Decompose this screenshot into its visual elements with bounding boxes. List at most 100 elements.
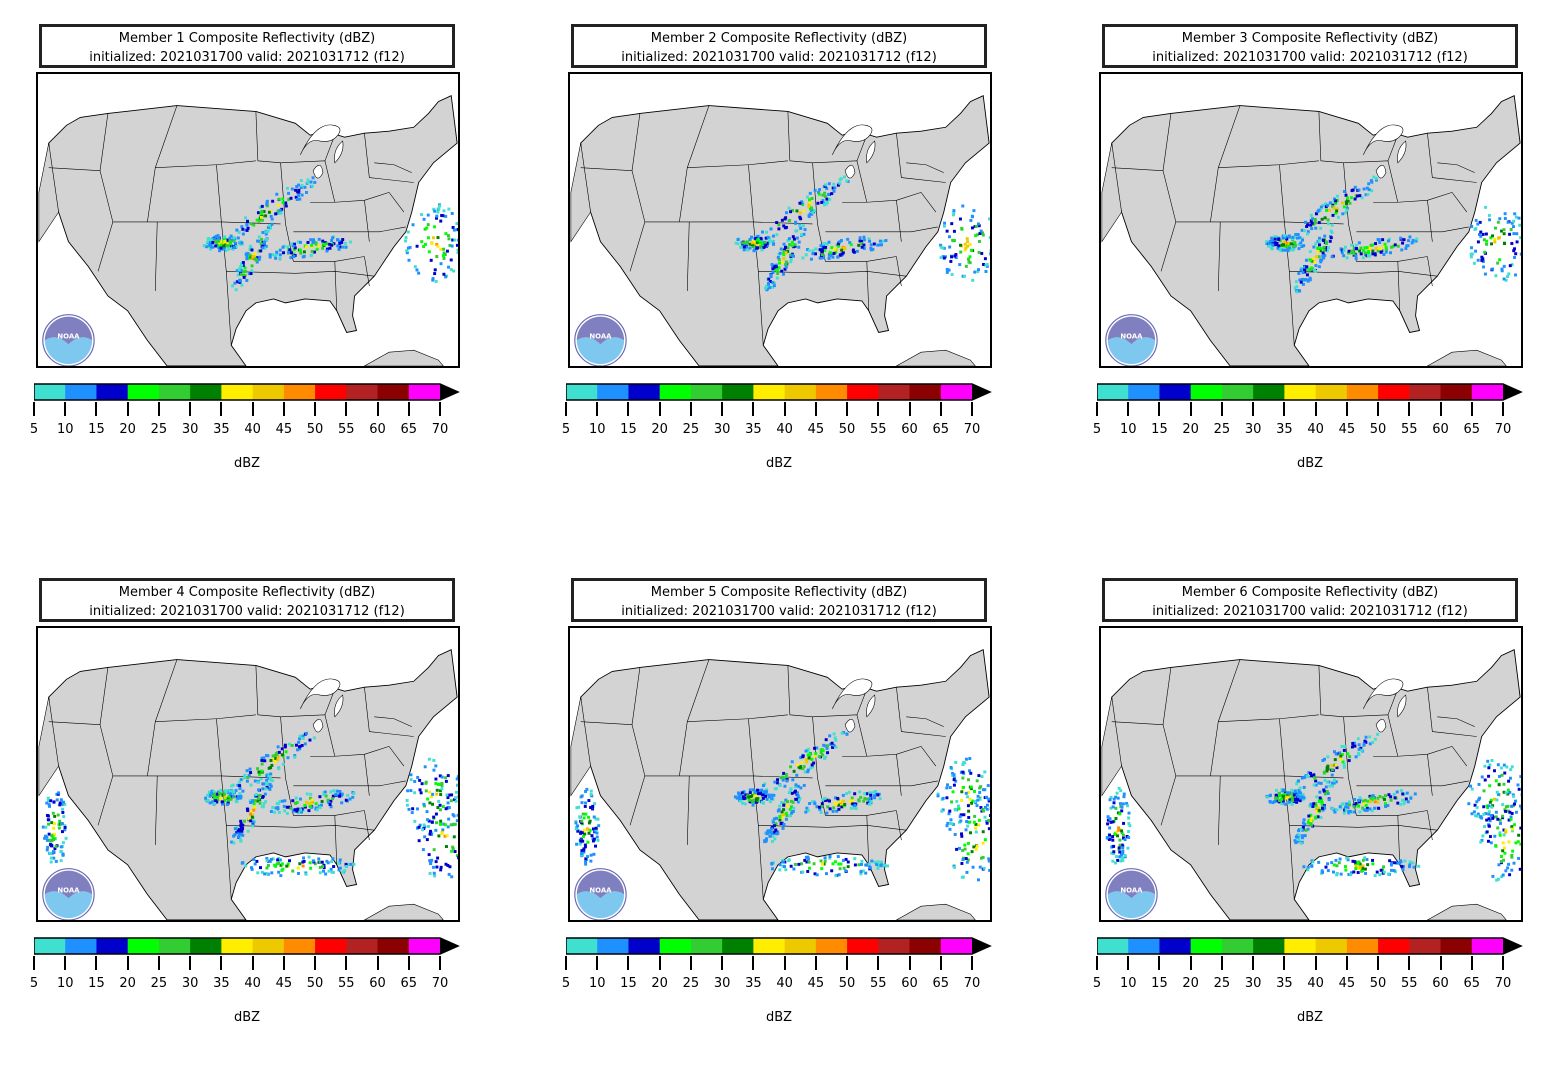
state-border [255,111,281,164]
panel-title: Member 2 Composite Reflectivity (dBZ) [650,31,908,46]
ensemble-member-panel: Member 4 Composite Reflectivity (dBZ) in… [30,578,494,1048]
colorbar-segment [1378,938,1410,954]
state-border [1427,256,1433,287]
state-border [866,746,922,757]
colorbar-segment [252,938,285,954]
colorbar [34,382,474,402]
colorbar-segment [283,938,316,954]
colorbar-tick-label: 20 [651,976,668,991]
colorbar-tick-label: 10 [56,976,74,991]
colorbar-tick-mark [95,402,98,416]
colorbar-tick-mark [407,402,410,416]
state-border [1289,825,1295,900]
colorbar-segment [1190,938,1223,954]
state-border [1348,777,1357,816]
colorbar-tick-label: 15 [88,976,105,991]
state-border [99,113,109,171]
colorbar-extend-arrow [972,938,990,954]
colorbar-segment [847,384,879,400]
colorbar-tick-mark [251,956,254,970]
state-border [147,718,222,777]
colorbar-tick-mark [596,956,599,970]
colorbar-ticks: 5 10 15 20 25 30 35 40 45 50 55 60 65 70 [562,402,1006,437]
state-border [1427,133,1477,183]
colorbar-tick-label: 20 [119,976,136,991]
colorbar-tick-mark [1220,956,1223,970]
colorbar-tick-label: 45 [807,422,825,437]
caribbean-land [895,903,976,920]
state-border [629,775,646,826]
colorbar-tick-label: 40 [244,976,261,991]
state-border [226,825,296,828]
state-border [787,111,813,164]
state-border [1358,825,1438,831]
state-border [1289,825,1359,828]
colorbar-extend-arrow [1503,384,1521,400]
ensemble-member-panel: Member 3 Composite Reflectivity (dBZ) in… [1093,24,1556,494]
colorbar-segment [815,384,848,400]
colorbar-tick-label: 35 [745,422,762,437]
colorbar-segment [940,384,973,400]
state-border [1210,105,1241,223]
colorbar-segment [221,938,254,954]
panel-title-box: Member 3 Composite Reflectivity (dBZ) in… [1102,24,1518,68]
state-border [1218,164,1280,169]
colorbar-segment [158,384,191,400]
colorbar-tick-label: 35 [1276,422,1293,437]
state-border [388,192,405,213]
state-border [1397,192,1453,203]
state-border [334,746,390,757]
colorbar-ticks: 5 10 15 20 25 30 35 40 45 50 55 60 65 70 [30,402,474,437]
state-border [817,223,826,262]
colorbar-tick-mark [126,956,129,970]
colorbar-tick-label: 30 [181,976,199,991]
svg-text:NOAA: NOAA [57,886,80,894]
colorbar-segment [34,938,66,954]
colorbar-tick-mark [814,402,817,416]
state-border [1279,714,1319,720]
colorbar [566,382,1006,402]
panel-subtitle: initialized: 2021031700 valid: 202103171… [621,604,937,619]
colorbar-tick-mark [1189,956,1192,970]
colorbar-tick-label: 25 [682,422,700,437]
panel-subtitle: initialized: 2021031700 valid: 202103171… [1152,50,1468,65]
colorbar-segment [722,938,754,954]
colorbar-tick-mark [1408,956,1411,970]
state-border [295,825,375,831]
colorbar-segment [315,384,347,400]
state-border [920,746,937,767]
colorbar-tick-label: 50 [838,422,856,437]
colorbar-tick-mark [689,956,692,970]
colorbar-tick-label: 55 [870,422,887,437]
state-border [906,162,944,173]
colorbar-tick-mark [908,956,911,970]
colorbar-tick-label: 30 [713,976,731,991]
colorbar-tick-label: 10 [1119,976,1137,991]
colorbar-segment [283,384,316,400]
colorbar-segment [190,938,222,954]
colorbar-segment [566,384,598,400]
reflectivity-map-svg: NOAA [1101,74,1521,366]
colorbar-segment [659,938,692,954]
colorbar-tick-label: 20 [1182,422,1199,437]
state-border [748,160,788,166]
ensemble-member-panel: Member 2 Composite Reflectivity (dBZ) in… [562,24,1026,494]
colorbar-tick-label: 25 [1213,976,1231,991]
colorbar-unit-label: dBZ [765,456,793,471]
state-border [1318,665,1344,718]
colorbar-segment [346,384,379,400]
state-border [758,825,828,828]
colorbar-segment [1221,938,1254,954]
state-border [1397,261,1401,311]
state-border [1343,160,1399,203]
colorbar-tick-mark [1377,956,1380,970]
colorbar-tick-mark [64,402,67,416]
caribbean-land [363,903,444,920]
colorbar-tick-label: 65 [1463,422,1481,437]
colorbar-unit-label: dBZ [765,1010,793,1025]
colorbar-tick-label: 30 [1244,976,1262,991]
ensemble-member-panel: Member 1 Composite Reflectivity (dBZ) in… [30,24,494,494]
colorbar-tick-label: 5 [561,976,571,991]
colorbar-tick-mark [627,402,630,416]
colorbar-segment [628,384,661,400]
